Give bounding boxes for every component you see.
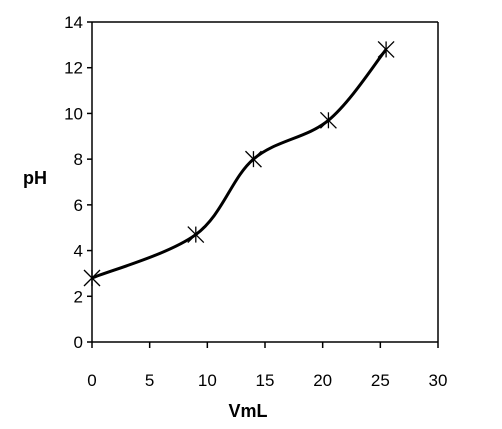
data-point-marker (377, 40, 395, 58)
x-tick-label: 0 (87, 371, 96, 390)
x-tick-label: 25 (371, 371, 390, 390)
y-tick-label: 0 (74, 333, 83, 352)
y-tick-label: 10 (64, 104, 83, 123)
data-point-marker (245, 150, 262, 168)
series-line (91, 48, 388, 280)
x-axis-label: VmL (228, 401, 267, 421)
y-tick-label: 4 (74, 242, 83, 261)
y-tick-label: 2 (74, 287, 83, 306)
x-tick-label: 10 (198, 371, 217, 390)
data-point-marker (187, 226, 205, 244)
data-point-marker (83, 269, 101, 287)
y-tick-label: 8 (74, 150, 83, 169)
data-markers (83, 40, 395, 287)
x-axis-ticks: 0 5 10 15 20 25 30 (87, 342, 447, 390)
data-point-marker (319, 111, 337, 129)
y-tick-label: 6 (74, 196, 83, 215)
x-tick-label: 5 (145, 371, 154, 390)
y-tick-label: 12 (64, 59, 83, 78)
y-axis-label: pH (23, 168, 47, 188)
y-tick-label: 14 (64, 13, 83, 32)
x-tick-label: 30 (429, 371, 448, 390)
y-axis-ticks: 0 2 4 6 8 10 12 14 (64, 13, 92, 352)
x-tick-label: 20 (313, 371, 332, 390)
x-tick-label: 15 (256, 371, 275, 390)
